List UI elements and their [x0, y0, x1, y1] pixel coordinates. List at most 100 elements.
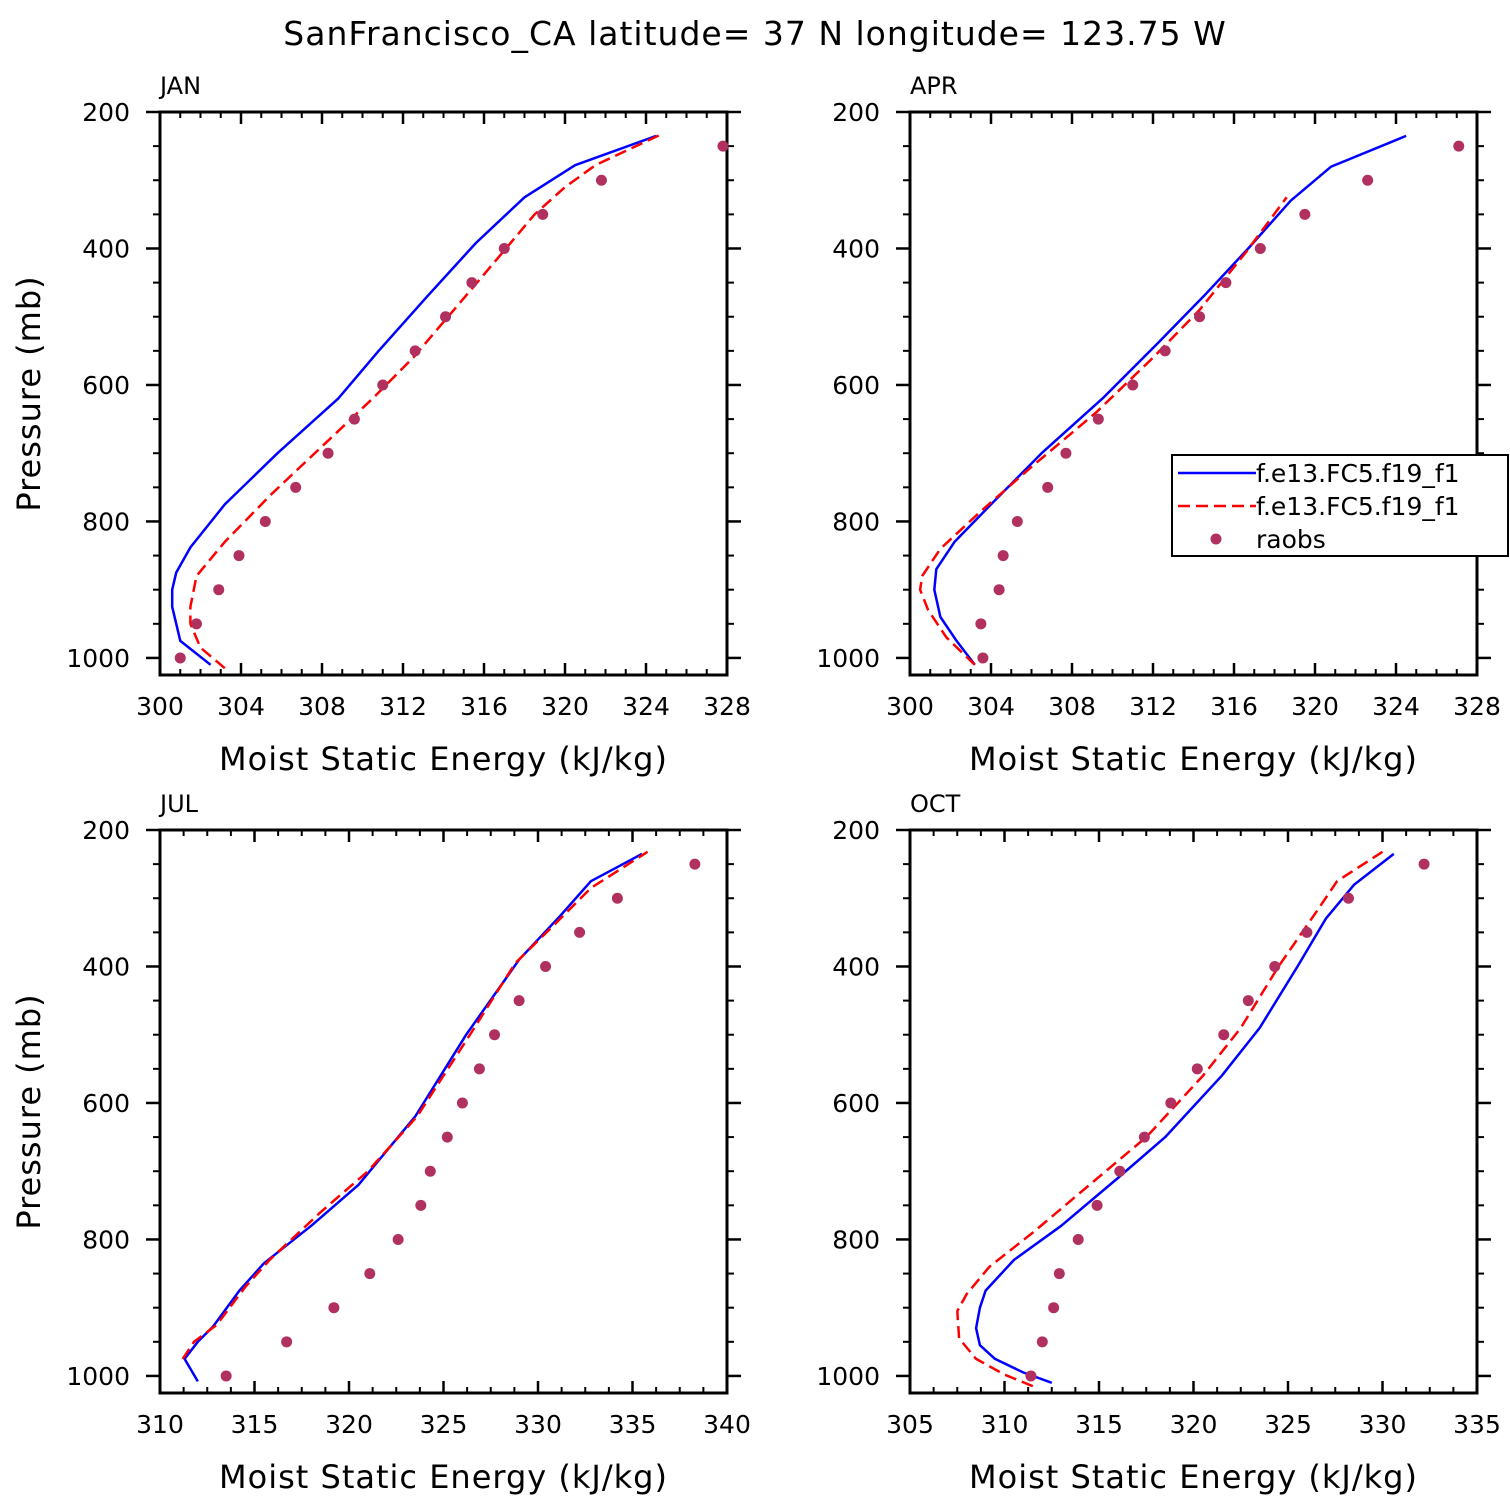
- raobs-point: [513, 995, 525, 1007]
- y-tick-label: 400: [832, 234, 880, 263]
- raobs-point: [1127, 379, 1139, 391]
- model-2-line: [189, 132, 663, 670]
- y-tick-label: 1000: [66, 1362, 130, 1391]
- raobs-point: [540, 960, 552, 972]
- raobs-point: [1072, 1233, 1084, 1245]
- raobs-point: [473, 1063, 485, 1075]
- panel-oct: OCT 305 310 315 320 325 330 335 200 400 600 800 1000…: [816, 790, 1500, 1496]
- raobs-point: [424, 1165, 436, 1177]
- panel-title: APR: [910, 72, 958, 100]
- raobs-point: [977, 652, 989, 664]
- raobs-point: [1242, 995, 1254, 1007]
- x-tick-label: 328: [1453, 692, 1501, 721]
- y-tick-label: 200: [832, 98, 880, 127]
- x-axis-label: Moist Static Energy (kJ/kg): [969, 1458, 1418, 1496]
- x-tick-label: 320: [541, 692, 589, 721]
- x-tick-label: 330: [514, 1410, 562, 1439]
- raobs-point: [595, 174, 607, 186]
- x-tick-label: 300: [886, 692, 934, 721]
- raobs-point: [1036, 1336, 1048, 1348]
- y-tick-label: 800: [82, 1225, 130, 1254]
- y-tick-label: 800: [832, 1225, 880, 1254]
- raobs-point: [1342, 892, 1354, 904]
- raobs-point: [1299, 208, 1311, 220]
- y-axis-label: Pressure (mb): [10, 275, 48, 511]
- raobs-point: [377, 379, 389, 391]
- panel-title: JAN: [158, 72, 201, 100]
- legend-label: f.e13.FC5.f19_f1: [1256, 459, 1460, 488]
- raobs-point: [233, 550, 245, 562]
- raobs-point: [456, 1097, 468, 1109]
- plot-frame: [158, 828, 729, 1395]
- x-tick-label: 315: [1075, 1410, 1123, 1439]
- raobs-point: [440, 311, 452, 323]
- raobs-point: [1301, 926, 1313, 938]
- raobs-point: [1011, 515, 1023, 527]
- x-tick-label: 304: [967, 692, 1015, 721]
- raobs-point: [1220, 277, 1232, 289]
- y-tick-label: 800: [832, 507, 880, 536]
- raobs-point: [498, 242, 510, 254]
- raobs-point: [537, 208, 549, 220]
- legend-marker: [1210, 533, 1222, 545]
- raobs-point: [1092, 413, 1104, 425]
- raobs-point: [259, 515, 271, 527]
- x-tick-label: 310: [981, 1410, 1029, 1439]
- raobs-point: [611, 892, 623, 904]
- x-tick-label: 320: [1291, 692, 1339, 721]
- raobs-point: [1191, 1063, 1203, 1075]
- raobs-point: [489, 1029, 501, 1041]
- raobs-point: [1362, 174, 1374, 186]
- model-2-line: [918, 196, 1288, 666]
- y-tick-label: 1000: [816, 1362, 880, 1391]
- y-tick-label: 200: [832, 816, 880, 845]
- raobs-point: [1218, 1029, 1230, 1041]
- raobs-point: [220, 1370, 232, 1382]
- y-tick-label: 400: [82, 952, 130, 981]
- raobs-point: [1453, 140, 1465, 152]
- raobs-point: [1025, 1370, 1037, 1382]
- raobs-point: [1269, 960, 1281, 972]
- x-tick-label: 312: [379, 692, 427, 721]
- model-1-line: [183, 852, 643, 1383]
- y-tick-label: 400: [832, 952, 880, 981]
- x-tick-label: 308: [298, 692, 346, 721]
- y-tick-label: 600: [82, 371, 130, 400]
- raobs-point: [348, 413, 360, 425]
- chart-main-title: SanFrancisco_CA latitude= 37 N longitude…: [283, 14, 1226, 53]
- model-1-line: [933, 134, 1407, 666]
- plot-frame: [158, 110, 729, 677]
- chart-panels: JAN 300 304 308 312 316 320 324 328 200 400 600 800 1…: [10, 72, 1501, 1496]
- raobs-point: [1048, 1302, 1060, 1314]
- legend-label: raobs: [1256, 525, 1326, 554]
- x-axis-label: Moist Static Energy (kJ/kg): [219, 740, 668, 778]
- y-tick-label: 400: [82, 234, 130, 263]
- raobs-point: [281, 1336, 293, 1348]
- raobs-point: [409, 345, 421, 357]
- x-tick-label: 310: [136, 1410, 184, 1439]
- x-tick-label: 305: [886, 1410, 934, 1439]
- model-1-line: [974, 852, 1395, 1384]
- y-axis-label: Pressure (mb): [10, 993, 48, 1229]
- x-tick-label: 335: [609, 1410, 657, 1439]
- raobs-point: [1114, 1165, 1126, 1177]
- raobs-point: [1418, 858, 1430, 870]
- raobs-point: [1042, 481, 1054, 493]
- x-tick-label: 315: [231, 1410, 279, 1439]
- raobs-point: [392, 1233, 404, 1245]
- x-tick-label: 312: [1129, 692, 1177, 721]
- raobs-point: [1165, 1097, 1177, 1109]
- x-tick-label: 330: [1359, 1410, 1407, 1439]
- x-tick-label: 325: [1264, 1410, 1312, 1439]
- y-tick-label: 600: [832, 371, 880, 400]
- x-tick-label: 304: [217, 692, 265, 721]
- raobs-point: [1138, 1131, 1150, 1143]
- model-1-line: [170, 134, 657, 666]
- raobs-point: [574, 926, 586, 938]
- panel-title: JUL: [158, 790, 199, 818]
- raobs-point: [1159, 345, 1171, 357]
- raobs-point: [364, 1268, 376, 1280]
- y-tick-label: 1000: [816, 644, 880, 673]
